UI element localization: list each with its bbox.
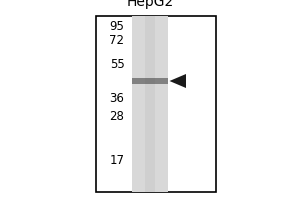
Text: 95: 95 bbox=[110, 20, 124, 32]
Text: 36: 36 bbox=[110, 92, 124, 106]
Bar bbox=[96, 16, 216, 192]
Text: 72: 72 bbox=[110, 34, 124, 47]
Polygon shape bbox=[169, 74, 186, 88]
Text: 55: 55 bbox=[110, 58, 124, 71]
Text: HepG2: HepG2 bbox=[126, 0, 174, 9]
Bar bbox=[132, 78, 168, 84]
Bar bbox=[145, 16, 155, 192]
Text: 28: 28 bbox=[110, 110, 124, 123]
Text: 17: 17 bbox=[110, 154, 124, 168]
Bar bbox=[132, 16, 168, 192]
